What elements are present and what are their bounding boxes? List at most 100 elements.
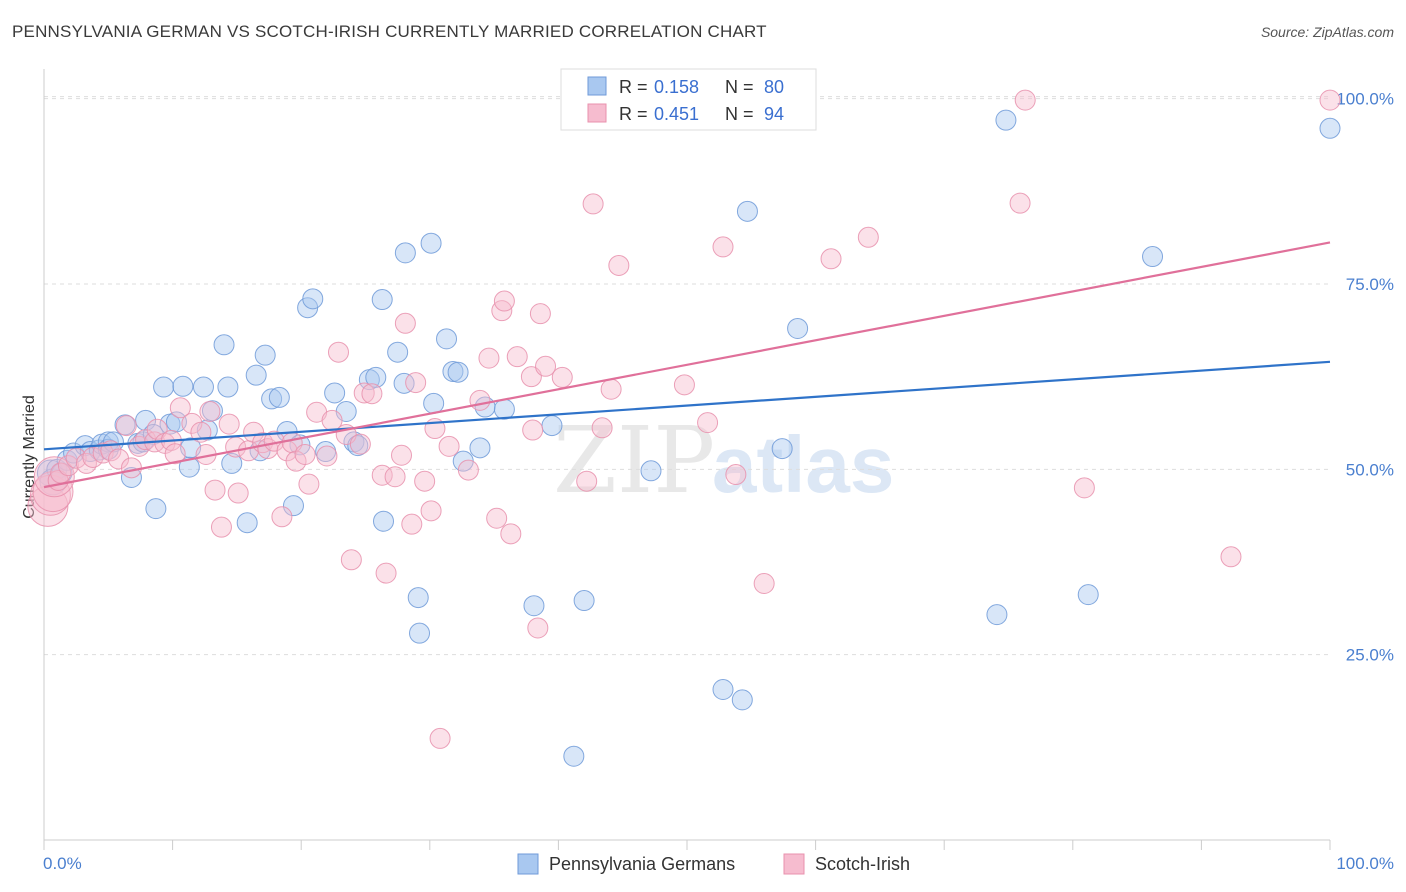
pennsylvania-germans-point-33 [245,364,267,386]
legend-r-value-blue: 0.158 [654,77,699,97]
scotch-irish-point-60 [420,500,442,522]
scotch-irish-point-58 [405,372,427,394]
pennsylvania-germans-point-60 [442,360,464,382]
scotch-irish-point-65 [469,389,491,411]
bottom-legend: Pennsylvania Germans Scotch-Irish [517,853,910,875]
pennsylvania-germans-point-57 [420,232,442,254]
pennsylvania-germans-point-49 [365,366,387,388]
x-tick-label-min: 0.0% [43,854,82,873]
scotch-irish-point-56 [394,312,416,334]
source-label: Source: ZipAtlas.com [1260,24,1394,40]
pennsylvania-germans-point-32 [236,512,258,534]
scotch-irish-point-75 [529,303,551,325]
pennsylvania-germans-point-54 [394,242,416,264]
scotch-irish-point-79 [582,193,604,215]
legend-n-value-blue: 80 [764,77,784,97]
pennsylvania-germans-point-59 [436,328,458,350]
scotch-irish-point-50 [353,382,375,404]
scotch-irish-point-21 [164,443,186,465]
pennsylvania-germans-point-56 [409,622,431,644]
scotch-irish-point-49 [349,433,371,455]
scotch-irish-point-6 [57,455,79,477]
scotch-irish-point-8 [75,452,97,474]
scotch-irish-trend-line [43,241,1331,489]
scotch-irish-point-63 [438,435,460,457]
scotch-irish-point-13 [115,415,137,437]
pennsylvania-germans-point-13 [114,414,136,436]
legend-swatch-pink [587,103,607,123]
pennsylvania-germans-point-42 [302,288,324,310]
pennsylvania-germans-point-79 [1142,246,1164,268]
scotch-irish-point-87 [753,572,775,594]
scotch-irish-point-41 [294,444,316,465]
scotch-irish-point-85 [712,236,734,258]
scotch-irish-point-1 [29,474,71,516]
scotch-irish-point-69 [493,290,515,312]
scotch-irish-point-27 [204,479,226,501]
scotch-irish-point-67 [486,507,508,529]
pennsylvania-germans-point-35 [254,344,276,366]
pennsylvania-germans-point-76 [986,604,1008,626]
scotch-irish-point-37 [271,506,293,528]
scotch-irish-point-12 [108,448,130,470]
scotch-irish-point-88 [820,248,842,270]
legend-r-value-pink: 0.451 [654,104,699,124]
scotch-irish-point-48 [340,549,362,571]
legend-n-label-blue: N = [725,77,759,97]
y-tick-label-50: 50.0% [1346,460,1394,479]
scotch-irish-point-94 [1319,89,1341,111]
pennsylvania-germans-point-63 [469,437,491,459]
pennsylvania-germans-point-51 [373,510,395,532]
scotch-irish-point-31 [227,482,249,504]
scotch-irish-point-53 [375,562,397,584]
watermark: ZIP atlas [553,407,894,514]
pennsylvania-germans-point-80 [1319,117,1341,139]
pennsylvania-germans-point-77 [995,109,1017,131]
watermark-zip: ZIP [553,407,715,514]
scotch-irish-point-18 [146,418,168,440]
scotch-irish-point-22 [169,397,191,419]
scotch-irish-point-51 [361,383,383,405]
pennsylvania-germans-point-72 [731,689,753,711]
trend-lines [43,241,1331,489]
scotch-irish-point-76 [535,355,557,377]
scotch-irish-point-71 [506,346,528,368]
pennsylvania-germans-point-50 [371,289,393,311]
y-tick-label-25: 25.0% [1346,646,1394,665]
scotch-irish-point-72 [520,366,542,388]
scotch-irish-point-44 [316,445,338,467]
pennsylvania-germans-point-19 [145,498,167,520]
legend-n-label-pink: N = [725,104,759,124]
pennsylvania-germans-point-70 [640,460,662,482]
scotch-irish-point-42 [298,473,320,495]
scotch-irish-point-55 [391,444,413,466]
pennsylvania-germans-point-44 [324,382,346,404]
series-pennsylvania-germans-points [36,109,1341,767]
pennsylvania-germans-point-36 [261,388,283,410]
y-tick-labels: 100.0% 75.0% 50.0% 25.0% [1336,90,1394,665]
pennsylvania-germans-trend-line [43,360,1331,451]
pennsylvania-germans-point-53 [393,372,415,394]
scotch-irish-point-64 [457,459,479,481]
scotch-irish-point-90 [1009,192,1031,214]
pennsylvania-germans-point-39 [282,495,304,517]
scotch-irish-point-82 [608,254,630,276]
scotch-irish-point-46 [327,341,349,363]
x-tick-label-max: 100.0% [1336,854,1394,873]
scotch-irish-point-89 [857,226,879,248]
pennsylvania-germans-point-52 [387,341,409,363]
scotch-irish-point-29 [218,413,240,435]
pennsylvania-germans-point-23 [172,375,194,397]
scotch-irish-point-62 [429,727,451,749]
pennsylvania-germans-point-26 [192,376,214,398]
pennsylvania-germans-point-71 [712,679,734,701]
axes [43,69,1331,850]
bottom-legend-swatch-pink [783,853,805,875]
scotch-irish-point-59 [414,470,436,492]
pennsylvania-germans-point-61 [447,361,469,383]
scotch-irish-point-78 [576,470,598,492]
pennsylvania-germans-point-69 [573,590,595,612]
pennsylvania-germans-point-74 [771,438,793,460]
pennsylvania-germans-point-10 [97,431,119,453]
pennsylvania-germans-point-75 [787,317,809,339]
